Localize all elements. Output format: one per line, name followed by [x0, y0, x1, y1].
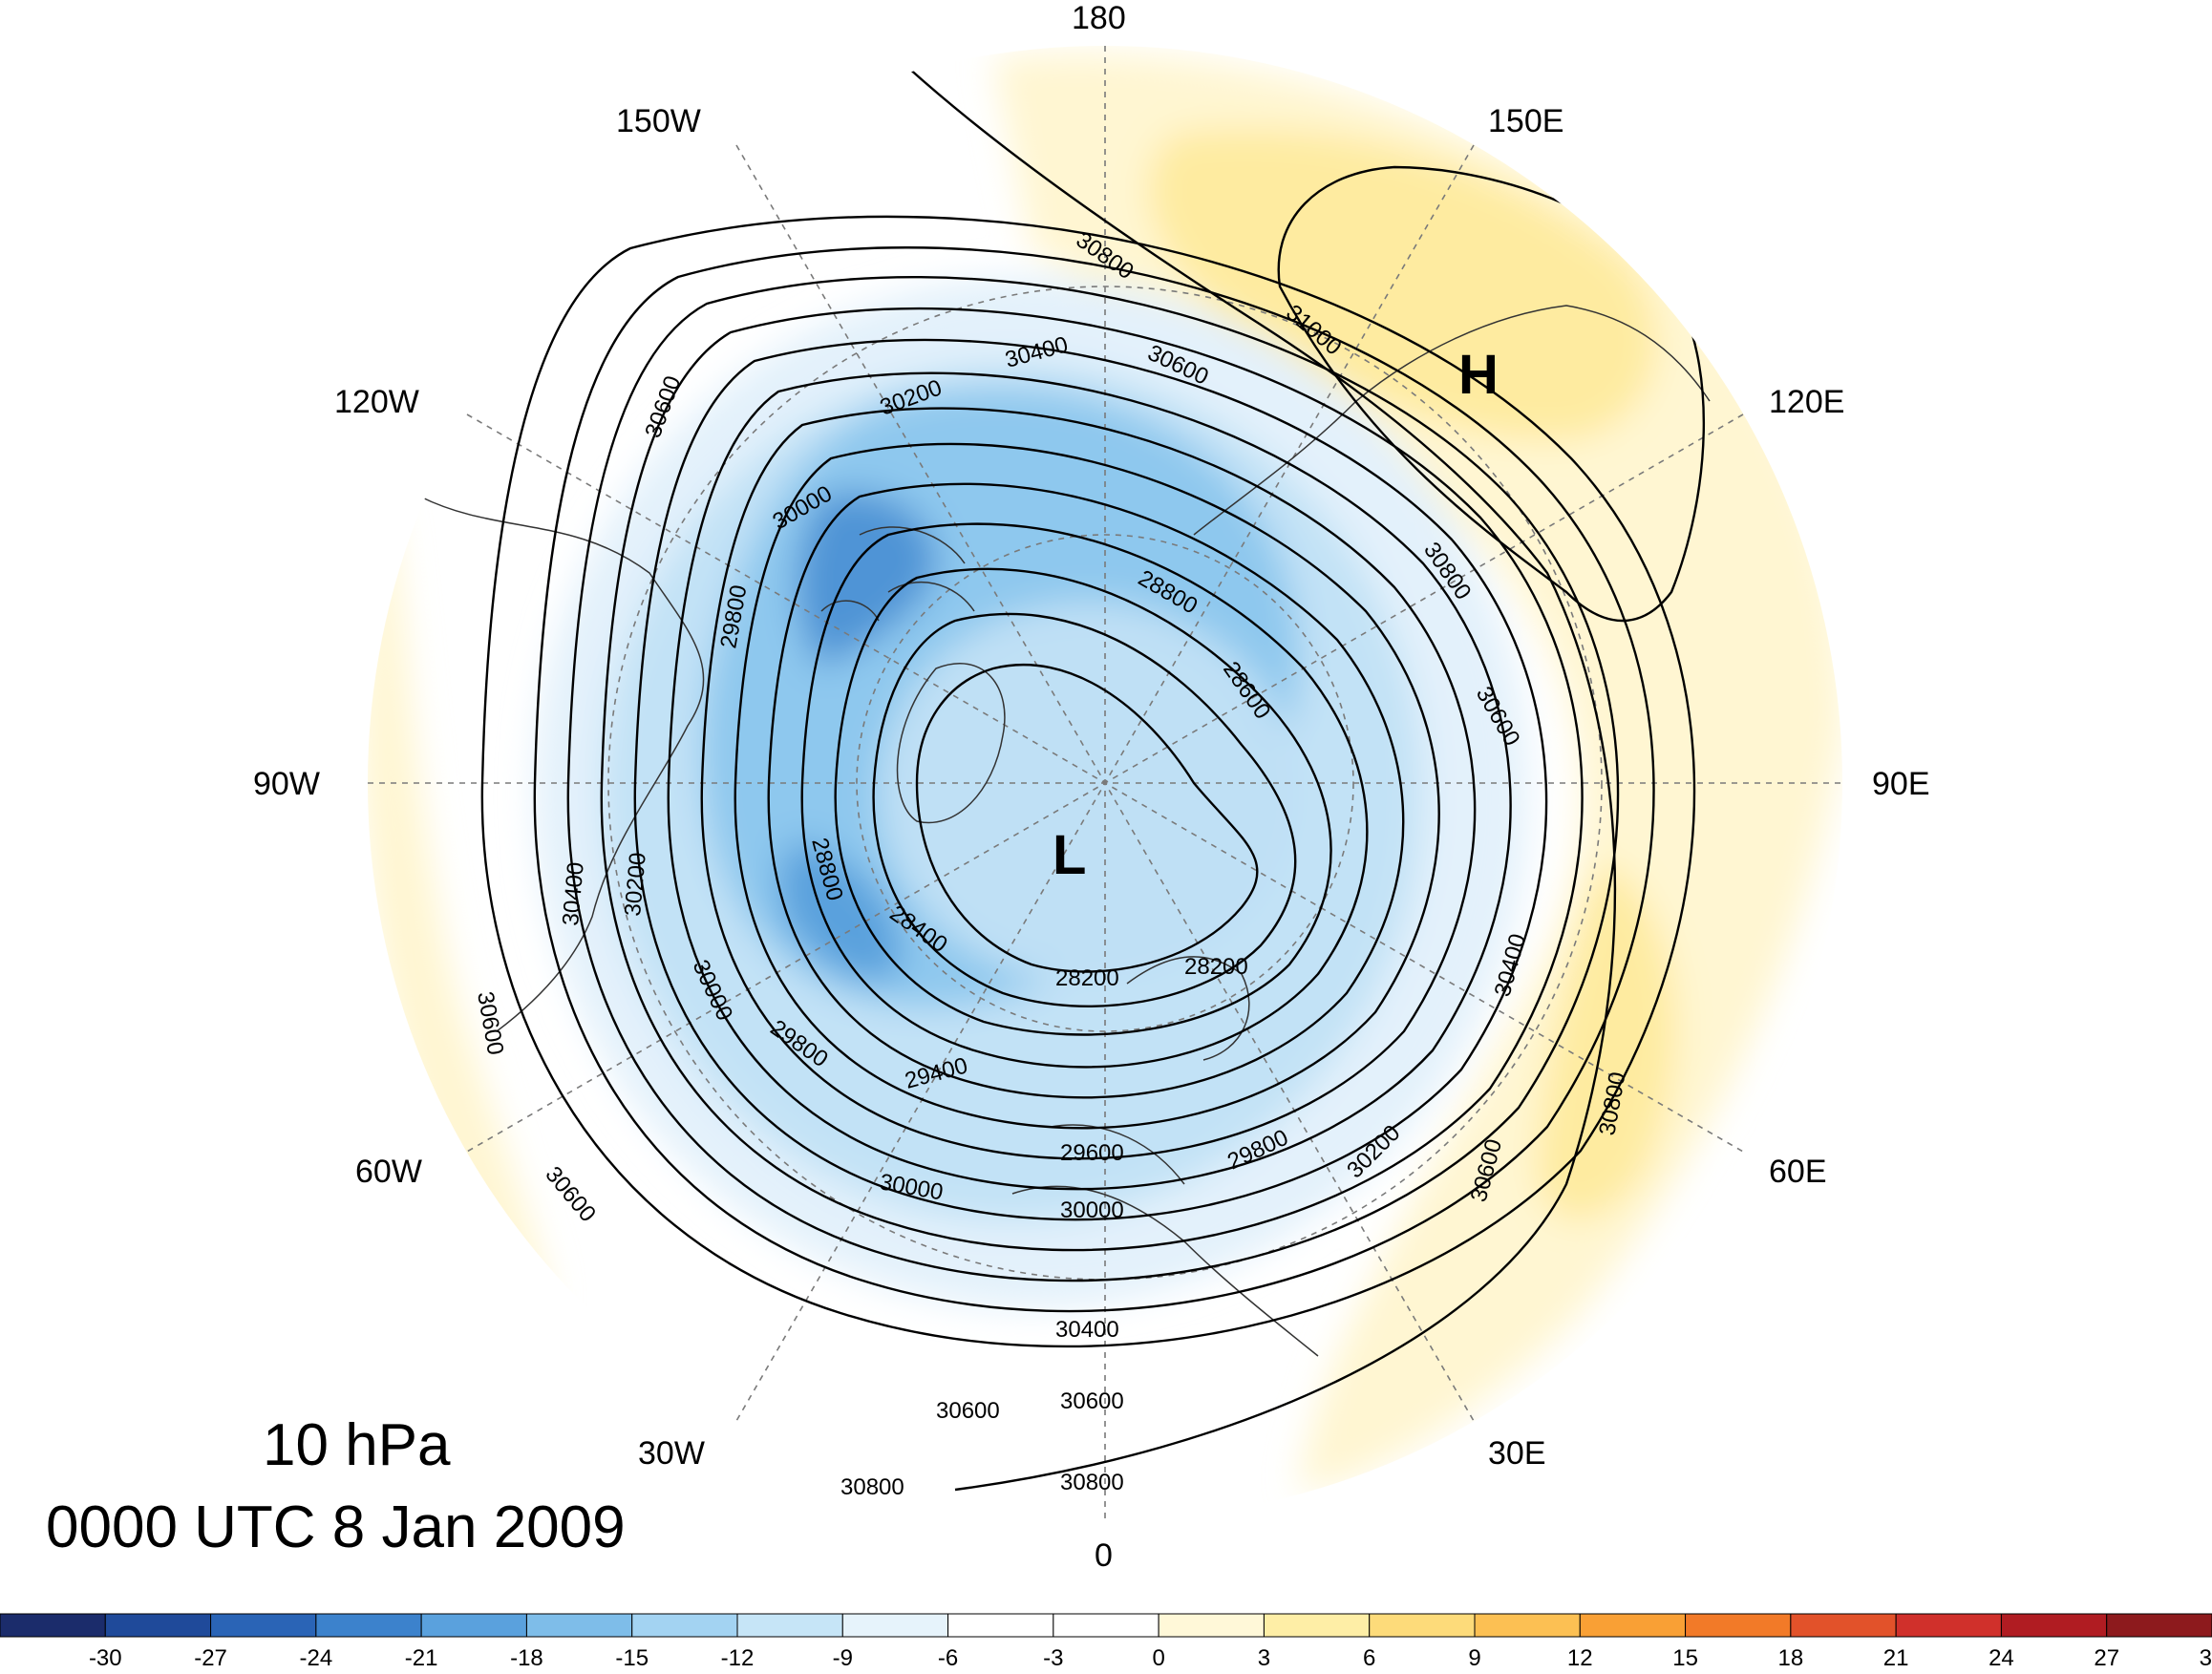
colorbar-tick-label: -6 [938, 1645, 958, 1671]
contour-30000 [600, 307, 1584, 1252]
contour-28800 [800, 522, 1369, 1069]
height-contours [480, 66, 1706, 1492]
colorbar-swatch [1053, 1613, 1159, 1638]
contour-28200 [915, 663, 1259, 973]
cold-anomaly-strong-north [796, 491, 937, 668]
contour-label: 28200 [1184, 954, 1248, 980]
lon-label-60e: 60E [1769, 1154, 1827, 1190]
contour-29000 [767, 482, 1405, 1099]
colorbar-tick-label: 15 [1672, 1645, 1698, 1671]
colorbar-swatch [1895, 1613, 2002, 1638]
colorbar-swatch [1263, 1613, 1371, 1638]
colorbar: -30 -27 -24 -21 -18 -15 -12 -9 -6 -3 0 3 6 9 12 15 18 21 2… [0, 1613, 2212, 1671]
graticule [368, 46, 1842, 1520]
colorbar-swatch [841, 1613, 949, 1638]
longitude-labels: 180 150E 120E 90E 60E 30E 0 30W 60W 90W … [253, 0, 1930, 1574]
contour-label: 30600 [1060, 1388, 1124, 1414]
colorbar-swatch [525, 1613, 633, 1638]
colorbar-swatch [1158, 1613, 1265, 1638]
lon-label-150w: 150W [616, 103, 701, 139]
contour-30800 [906, 66, 1617, 1492]
lon-label-150e: 150E [1488, 103, 1563, 139]
colorbar-swatch [210, 1613, 317, 1638]
north-america-coast [419, 496, 705, 1032]
contour-label: 30800 [1060, 1470, 1124, 1495]
colorbar-swatch [947, 1613, 1054, 1638]
colorbar-swatch [420, 1613, 527, 1638]
colorbar-tick-label: 21 [1883, 1645, 1909, 1671]
canadian-archipelago [820, 526, 975, 622]
contour-label: 30400 [558, 861, 589, 927]
colorbar-swatch [631, 1613, 738, 1638]
colorbar-swatch [1790, 1613, 1897, 1638]
colorbar-tick-label: -18 [510, 1645, 543, 1671]
colorbar-tick-label: -9 [833, 1645, 853, 1671]
lon-label-60w: 60W [355, 1154, 422, 1190]
scandinavia-coast [1126, 956, 1250, 1061]
greenland-coast [896, 663, 1006, 824]
colorbar-swatch [315, 1613, 422, 1638]
colorbar-tick-label: -21 [405, 1645, 438, 1671]
title-pressure-level: 10 hPa [263, 1412, 451, 1478]
contour-29600 [667, 371, 1512, 1191]
contour-29200 [734, 442, 1440, 1130]
colorbar-tick-label: 12 [1567, 1645, 1593, 1671]
contour-label: 30200 [620, 852, 651, 918]
warm-anomaly-core-south [1536, 859, 1676, 1220]
colorbar-tick-label: 6 [1363, 1645, 1375, 1671]
cold-anomaly-center [879, 602, 1299, 984]
lon-label-120e: 120E [1769, 384, 1844, 420]
colorbar-tick-label: 0 [1152, 1645, 1164, 1671]
colorbar-swatch [736, 1613, 843, 1638]
contour-label: 30400 [1055, 1317, 1119, 1343]
contour-label: 30000 [1060, 1197, 1124, 1223]
colorbar-swatch [0, 1613, 106, 1638]
lon-label-0: 0 [1095, 1537, 1113, 1574]
contour-label: 28200 [1055, 965, 1119, 991]
lon-label-90e: 90E [1872, 766, 1930, 802]
lon-label-90w: 90W [253, 766, 320, 802]
colorbar-swatch [2106, 1613, 2212, 1638]
colorbar-swatch [1369, 1613, 1476, 1638]
warm-anomaly-west [368, 477, 547, 1318]
lon-label-120w: 120W [334, 384, 419, 420]
contour-label: 30800 [840, 1474, 904, 1500]
colorbar-swatch [1685, 1613, 1792, 1638]
colorbar-tick-label: -3 [1043, 1645, 1063, 1671]
warm-anomaly-core-east [1148, 129, 1657, 440]
colorbar-tick-label: 30 [2200, 1645, 2212, 1671]
colorbar-swatch [2000, 1613, 2108, 1638]
contour-29800 [633, 338, 1548, 1221]
colorbar-tick-label: -30 [89, 1645, 122, 1671]
colorbar-tick-label: -15 [615, 1645, 649, 1671]
low-pressure-marker: L [1053, 824, 1086, 886]
contour-28600 [834, 567, 1332, 1036]
colorbar-tick-label: -27 [194, 1645, 227, 1671]
contour-30400 [533, 246, 1655, 1313]
colorbar-tick-label: 3 [1258, 1645, 1270, 1671]
colorbar-tick-label: 27 [2094, 1645, 2119, 1671]
lon-label-180: 180 [1072, 0, 1126, 36]
lon-label-30e: 30E [1488, 1435, 1546, 1472]
colorbar-tick-label: -24 [300, 1645, 333, 1671]
colorbar-tick-label: 18 [1778, 1645, 1804, 1671]
colorbar-swatch [1579, 1613, 1687, 1638]
contour-31000 [1277, 165, 1706, 623]
contour-label: 30600 [936, 1398, 1000, 1424]
colorbar-tick-label: 24 [1989, 1645, 2014, 1671]
contour-28400 [872, 612, 1297, 1007]
title-valid-time: 0000 UTC 8 Jan 2009 [46, 1494, 626, 1560]
high-pressure-marker: H [1458, 344, 1499, 406]
colorbar-tick-label: 9 [1468, 1645, 1480, 1671]
colorbar-swatch [104, 1613, 212, 1638]
colorbar-tick-label: -12 [721, 1645, 755, 1671]
lon-label-30w: 30W [638, 1435, 705, 1472]
contour-29400 [700, 407, 1477, 1160]
contour-30600 [480, 215, 1696, 1348]
contour-30200 [566, 276, 1620, 1282]
asia-coast [1193, 305, 1711, 536]
contour-label: 29600 [1060, 1140, 1124, 1166]
colorbar-swatch [1474, 1613, 1581, 1638]
